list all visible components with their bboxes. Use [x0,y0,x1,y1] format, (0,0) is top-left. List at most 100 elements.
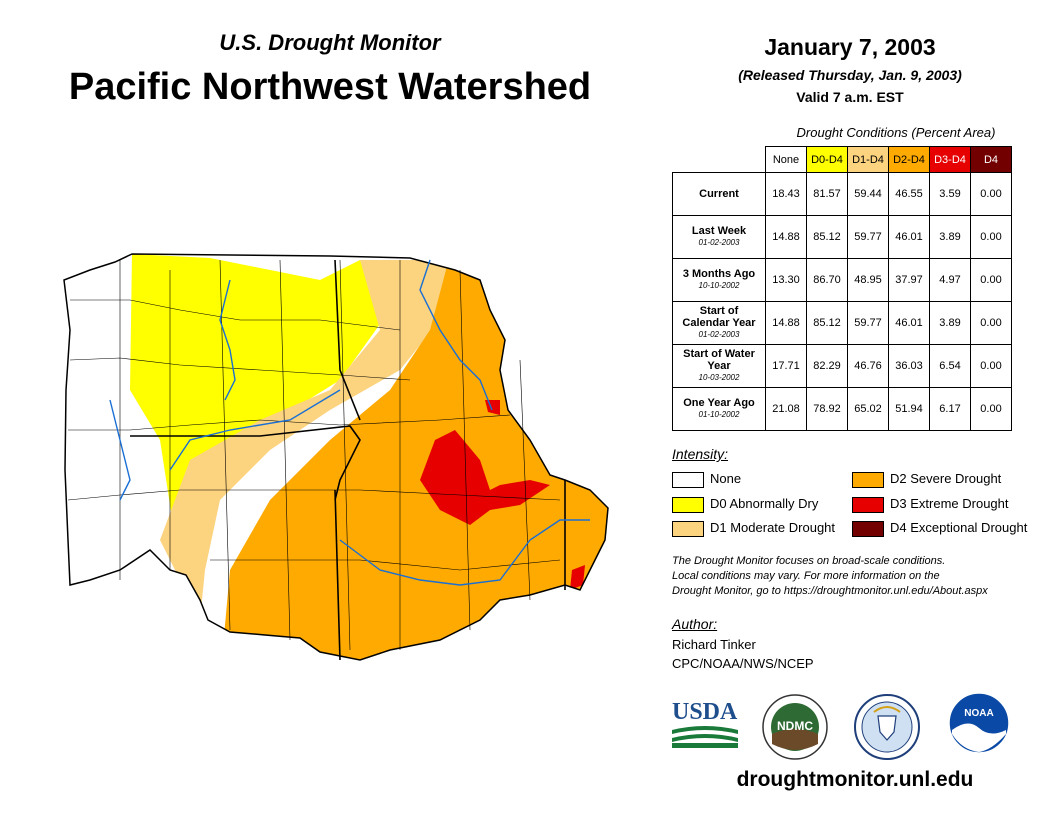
page-title: Pacific Northwest Watershed [68,66,592,108]
disclaimer-note: The Drought Monitor focuses on broad-sca… [672,554,1042,599]
legend-swatch [672,471,704,488]
table-cell: 3.89 [929,215,971,259]
legend-swatch [672,520,704,537]
legend-title: Intensity: [672,446,729,462]
col-d4: D4 [970,146,1012,173]
row-3-months-ago: 3 Months Ago 10-10-2002 13.30 86.70 48.95 37.… [672,258,1012,302]
ndmc-logo-text: NDMC [777,719,813,733]
table-cell: 14.88 [765,215,807,259]
row-label-text: One Year Ago [683,397,755,409]
table-cell: 0.00 [970,301,1012,345]
row-label: Last Week 01-02-2003 [672,215,766,259]
author-title: Author: [672,616,718,632]
table-cell: 85.12 [806,301,848,345]
legend-item-d4: D4 Exceptional Drought [852,519,1027,537]
note-line: The Drought Monitor focuses on broad-sca… [672,555,946,567]
table-cell: 46.55 [888,172,930,216]
legend-label: D2 Severe Drought [890,471,1002,486]
legend-label: D1 Moderate Drought [710,520,836,535]
usda-hills-icon [672,726,738,748]
footer-url[interactable]: droughtmonitor.unl.edu [736,768,974,791]
table-cell: 4.97 [929,258,971,302]
table-cell: 59.77 [847,301,889,345]
row-label: Start of Calendar Year 01-02-2003 [672,301,766,345]
row-label: Current [672,172,766,216]
table-cell: 0.00 [970,215,1012,259]
subtitle: U.S. Drought Monitor [219,30,441,55]
table-cell: 0.00 [970,258,1012,302]
author-org: CPC/NOAA/NWS/NCEP [672,656,814,671]
table-cell: 36.03 [888,344,930,388]
legend-swatch [672,496,704,513]
legend-label: None [710,471,742,486]
legend-label: D0 Abnormally Dry [710,496,819,511]
table-cell: 18.43 [765,172,807,216]
legend-swatch [852,520,884,537]
col-d0-d4: D0-D4 [806,146,848,173]
table-header-row: None D0-D4 D1-D4 D2-D4 D3-D4 D4 [672,146,1012,173]
row-one-year-ago: One Year Ago 01-10-2002 21.08 78.92 65.02 51.… [672,387,1012,431]
note-line: Drought Monitor, go to https://droughtmo… [672,585,988,597]
row-last-week: Last Week 01-02-2003 14.88 85.12 59.77 46.01 3… [672,215,1012,259]
commerce-seal-logo [854,694,920,760]
legend-item-d1: D1 Moderate Drought [672,519,835,537]
table-cell: 59.77 [847,215,889,259]
table-cell: 14.88 [765,301,807,345]
table-cell: 17.71 [765,344,807,388]
row-label-text: Start of Water Year [683,348,755,372]
table-cell: 59.44 [847,172,889,216]
table-cell: 65.02 [847,387,889,431]
table-cell: 3.89 [929,301,971,345]
row-label-date: 01-02-2003 [698,330,740,339]
noaa-logo-text: NOAA [964,708,993,719]
table-cell: 0.00 [970,344,1012,388]
drought-map [63,253,609,661]
row-label-text: Last Week [691,225,747,237]
row-label-date: 10-10-2002 [698,281,740,290]
table-cell: 13.30 [765,258,807,302]
table-cell: 37.97 [888,258,930,302]
row-label: Start of Water Year 10-03-2002 [672,344,766,388]
watershed-boundaries [67,259,561,651]
col-none: None [765,146,807,173]
note-line: Local conditions may vary. For more info… [672,570,940,582]
table-cell: 51.94 [888,387,930,431]
row-label-date: 01-10-2002 [698,410,740,419]
row-label-date: 10-03-2002 [698,373,740,382]
table-cell: 46.01 [888,301,930,345]
table-cell: 0.00 [970,387,1012,431]
row-label-text: Start of Calendar Year [682,305,756,329]
table-cell: 85.12 [806,215,848,259]
legend-swatch [852,496,884,513]
table-cell: 21.08 [765,387,807,431]
ndmc-logo: NDMC [762,694,828,760]
table-cell: 6.54 [929,344,971,388]
table-cell: 48.95 [847,258,889,302]
row-label: One Year Ago 01-10-2002 [672,387,766,431]
table-cell: 46.76 [847,344,889,388]
author-name: Richard Tinker [672,637,756,652]
region-outline [63,253,609,661]
legend-swatch [852,471,884,488]
valid-time: Valid 7 a.m. EST [796,89,904,105]
release-date: (Released Thursday, Jan. 9, 2003) [738,67,962,83]
table-cell: 78.92 [806,387,848,431]
table-cell: 0.00 [970,172,1012,216]
col-d3-d4: D3-D4 [929,146,971,173]
table-corner [672,146,766,173]
conditions-table: None D0-D4 D1-D4 D2-D4 D3-D4 D4 Current 1… [672,146,1012,431]
d3-area [420,430,550,525]
d3-area-edge [570,565,585,590]
noaa-logo: NOAA [948,692,1010,754]
row-label-text: Current [699,188,739,200]
legend-label: D3 Extreme Drought [890,496,1009,511]
col-d2-d4: D2-D4 [888,146,930,173]
row-start-calendar-year: Start of Calendar Year 01-02-2003 14.88 85.… [672,301,1012,345]
rivers [109,259,590,586]
conditions-title: Drought Conditions (Percent Area) [796,125,996,140]
row-start-water-year: Start of Water Year 10-03-2002 17.71 82.29 4… [672,344,1012,388]
state-borders [130,259,566,661]
map-date: January 7, 2003 [764,34,936,60]
row-label-text: 3 Months Ago [682,268,756,280]
table-cell: 82.29 [806,344,848,388]
